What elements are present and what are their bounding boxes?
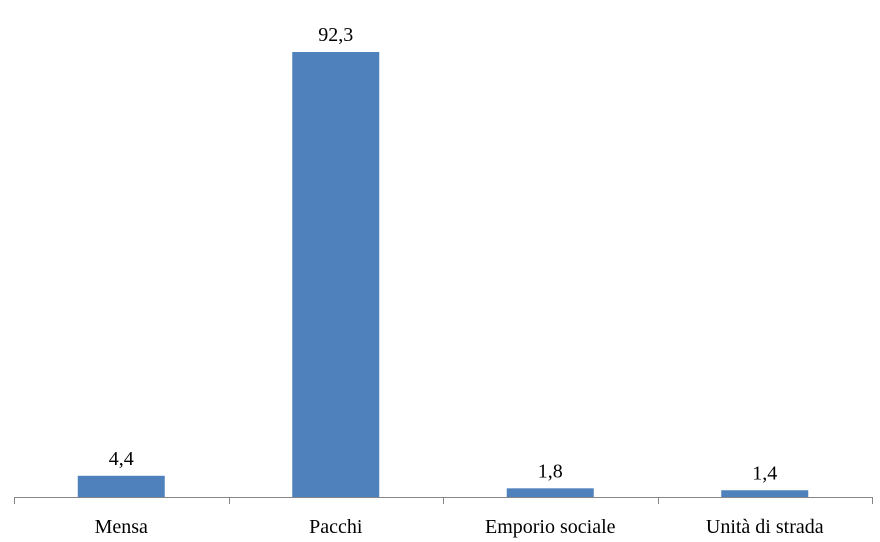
- category-label-3: Unità di strada: [706, 516, 824, 538]
- bar-1: [292, 52, 380, 497]
- data-label-0: 4,4: [109, 448, 134, 470]
- bar-2: [506, 488, 594, 497]
- bars-group: [77, 52, 809, 497]
- data-label-3: 1,4: [752, 462, 777, 484]
- data-label-2: 1,8: [538, 460, 563, 482]
- x-axis-ticks: [14, 497, 873, 504]
- data-labels-group: 4,4 92,3 1,8 1,4: [109, 24, 778, 484]
- category-labels-group: Mensa Pacchi Emporio sociale Unità di strad…: [95, 516, 824, 538]
- bar-3: [721, 490, 809, 497]
- category-label-0: Mensa: [95, 516, 148, 538]
- bar-0: [77, 475, 165, 497]
- category-label-2: Emporio sociale: [485, 516, 616, 538]
- category-label-1: Pacchi: [309, 516, 363, 538]
- data-label-1: 92,3: [318, 24, 353, 46]
